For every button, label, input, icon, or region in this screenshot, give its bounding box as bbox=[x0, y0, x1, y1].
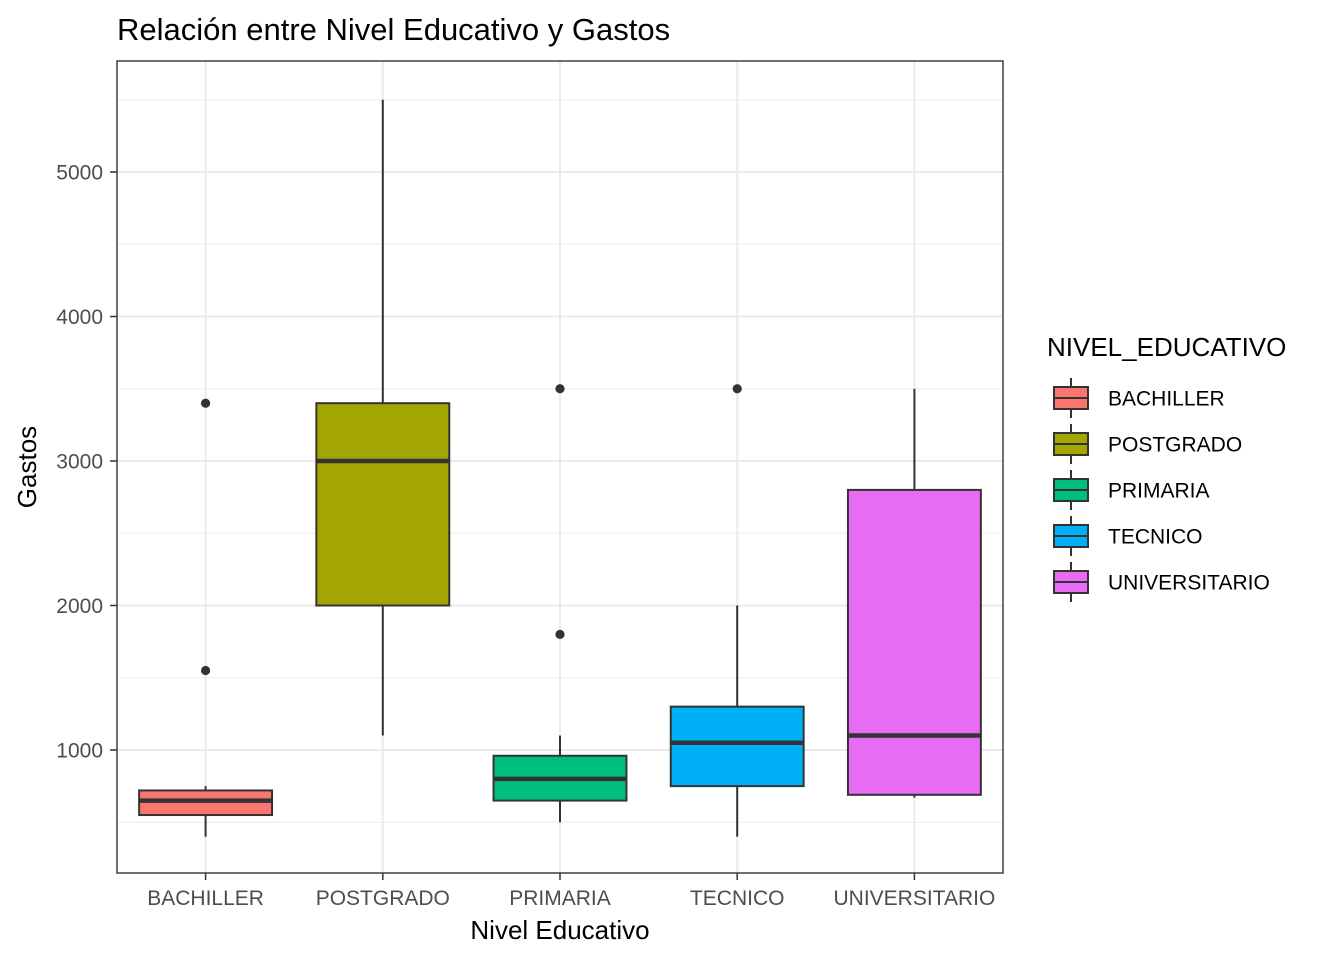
legend-title: NIVEL_EDUCATIVO bbox=[1047, 332, 1286, 362]
axis-ticks: 1000 2000 3000 4000 5000 BACHILLER POSTGRADO PR… bbox=[56, 162, 995, 911]
legend-label: UNIVERSITARIO bbox=[1108, 572, 1270, 595]
x-tick-label: POSTGRADO bbox=[316, 887, 450, 910]
box-tecnico bbox=[669, 384, 805, 837]
box-primaria bbox=[492, 384, 628, 823]
outlier-point bbox=[201, 398, 211, 408]
legend-label: POSTGRADO bbox=[1108, 434, 1242, 457]
box-bachiller bbox=[138, 398, 274, 837]
box-iqr bbox=[846, 488, 982, 796]
legend-item-bachiller: BACHILLER bbox=[1053, 378, 1225, 418]
legend-item-universitario: UNIVERSITARIO bbox=[1053, 562, 1270, 602]
legend-label: TECNICO bbox=[1108, 526, 1203, 549]
legend: NIVEL_EDUCATIVO BACHILLER POSTGRADO PRIMAR… bbox=[1047, 332, 1286, 602]
x-tick-label: BACHILLER bbox=[147, 887, 264, 910]
outlier-point bbox=[555, 384, 565, 394]
legend-label: PRIMARIA bbox=[1108, 480, 1210, 503]
outlier-point bbox=[555, 629, 565, 640]
legend-label: BACHILLER bbox=[1108, 388, 1225, 411]
y-tick-label: 5000 bbox=[56, 162, 103, 185]
x-tick-label: TECNICO bbox=[690, 887, 785, 910]
box-iqr bbox=[669, 705, 805, 788]
y-axis-title: Gastos bbox=[12, 426, 42, 508]
y-tick-label: 2000 bbox=[56, 595, 103, 618]
outlier-point bbox=[732, 384, 742, 394]
y-tick-label: 4000 bbox=[56, 306, 103, 329]
boxes-layer bbox=[138, 99, 982, 837]
chart-title: Relación entre Nivel Educativo y Gastos bbox=[117, 12, 670, 47]
box-postgrado bbox=[315, 99, 451, 736]
outlier-point bbox=[201, 665, 211, 676]
x-tick-label: UNIVERSITARIO bbox=[834, 887, 996, 910]
x-axis-title: Nivel Educativo bbox=[470, 915, 649, 945]
box-iqr bbox=[315, 402, 451, 607]
x-tick-label: PRIMARIA bbox=[509, 887, 611, 910]
legend-item-tecnico: TECNICO bbox=[1053, 516, 1203, 556]
y-tick-label: 1000 bbox=[56, 740, 103, 763]
grid-lines bbox=[117, 61, 1003, 873]
legend-item-postgrado: POSTGRADO bbox=[1053, 424, 1242, 464]
legend-item-primaria: PRIMARIA bbox=[1053, 470, 1210, 510]
y-tick-label: 3000 bbox=[56, 451, 103, 474]
box-universitario bbox=[846, 388, 982, 798]
